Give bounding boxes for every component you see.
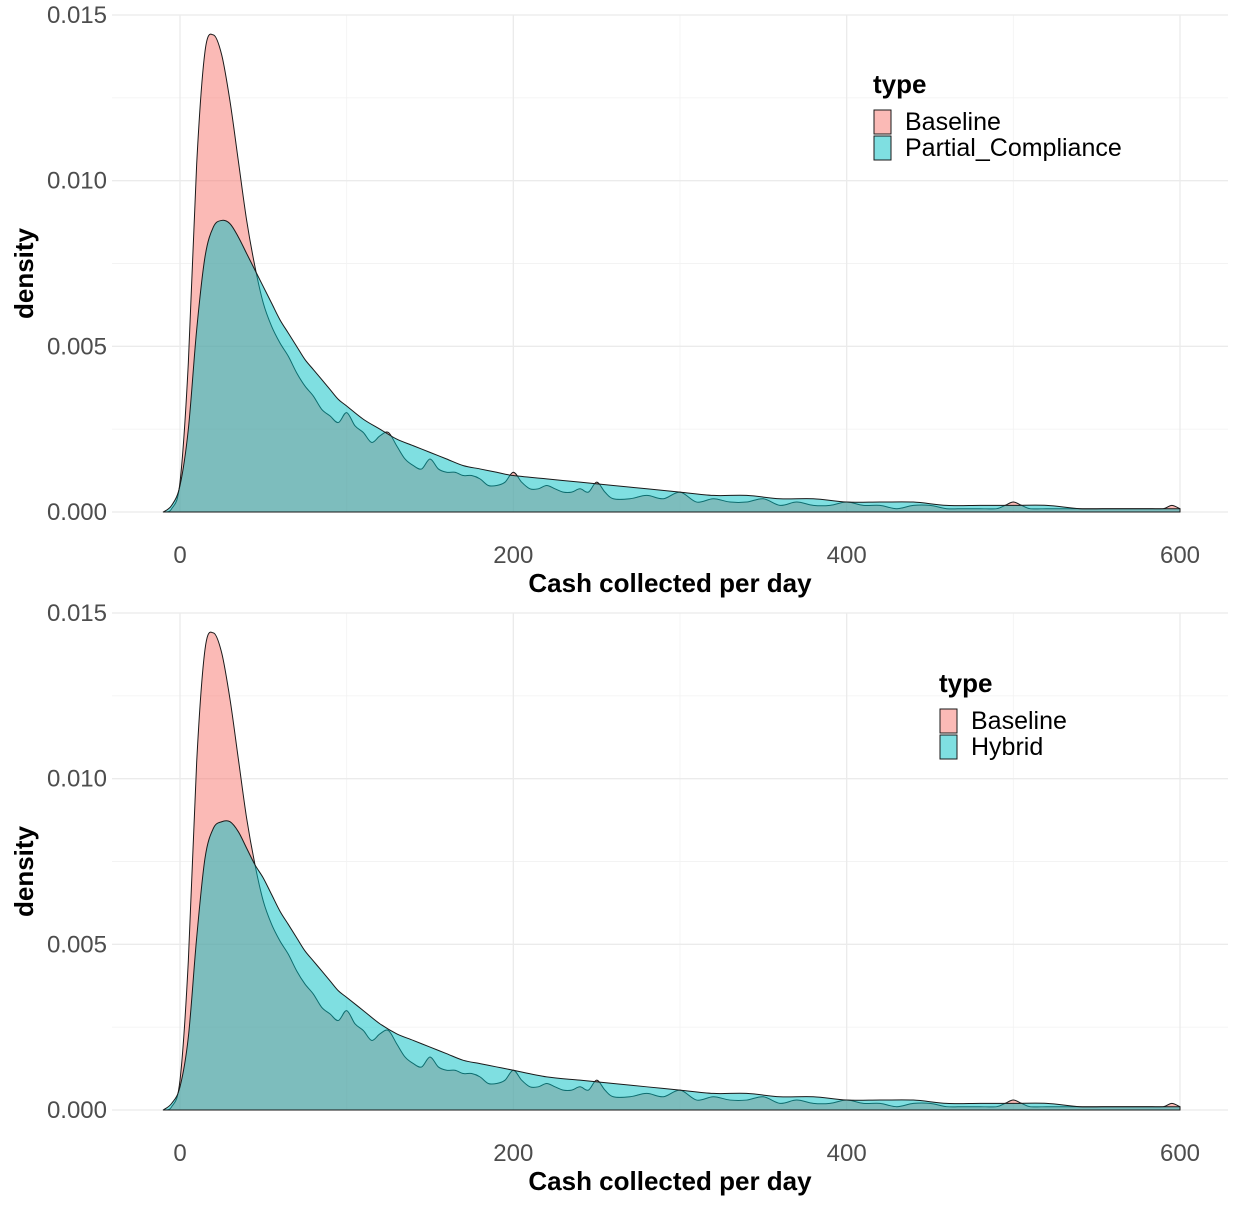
y-tick-label: 0.000 bbox=[47, 1097, 107, 1124]
x-axis-title: Cash collected per day bbox=[528, 1166, 812, 1196]
legend-label: Baseline bbox=[905, 108, 1001, 136]
y-tick-label: 0.005 bbox=[47, 333, 107, 360]
density-area-partial-compliance bbox=[162, 219, 1181, 513]
x-tick-label: 400 bbox=[827, 542, 867, 569]
legend-key-hybrid bbox=[939, 734, 958, 760]
y-tick-label: 0.010 bbox=[47, 766, 107, 793]
legend-title: type bbox=[939, 668, 992, 698]
y-tick-label: 0.005 bbox=[47, 931, 107, 958]
y-tick-label: 0.010 bbox=[47, 168, 107, 195]
x-tick-label: 200 bbox=[493, 1140, 533, 1167]
chart-panel-1: 0.000 0.005 0.010 0.015 0 200 400 600 Cash colle… bbox=[9, 2, 1228, 598]
y-axis-title: density bbox=[9, 227, 39, 319]
legend-label: Partial_Compliance bbox=[905, 134, 1122, 162]
density-area-hybrid bbox=[162, 820, 1181, 1111]
x-tick-label: 600 bbox=[1160, 542, 1200, 569]
legend-title: type bbox=[873, 69, 926, 99]
x-axis-title: Cash collected per day bbox=[528, 568, 812, 598]
y-tick-label: 0.015 bbox=[47, 600, 107, 627]
y-axis-title: density bbox=[9, 825, 39, 917]
legend-key-baseline bbox=[873, 109, 892, 135]
legend-label: Hybrid bbox=[971, 733, 1043, 761]
x-tick-label: 0 bbox=[173, 542, 186, 569]
x-tick-label: 0 bbox=[173, 1140, 186, 1167]
y-tick-label: 0.015 bbox=[47, 2, 107, 29]
chart-panel-2: 0.000 0.005 0.010 0.015 0 200 400 600 Cash colle… bbox=[9, 600, 1228, 1196]
x-tick-label: 600 bbox=[1160, 1140, 1200, 1167]
y-tick-label: 0.000 bbox=[47, 499, 107, 526]
x-tick-label: 400 bbox=[827, 1140, 867, 1167]
legend-key-baseline bbox=[939, 708, 958, 734]
legend-label: Baseline bbox=[971, 707, 1067, 735]
x-tick-label: 200 bbox=[493, 542, 533, 569]
legend-key-partial-compliance bbox=[873, 135, 892, 161]
